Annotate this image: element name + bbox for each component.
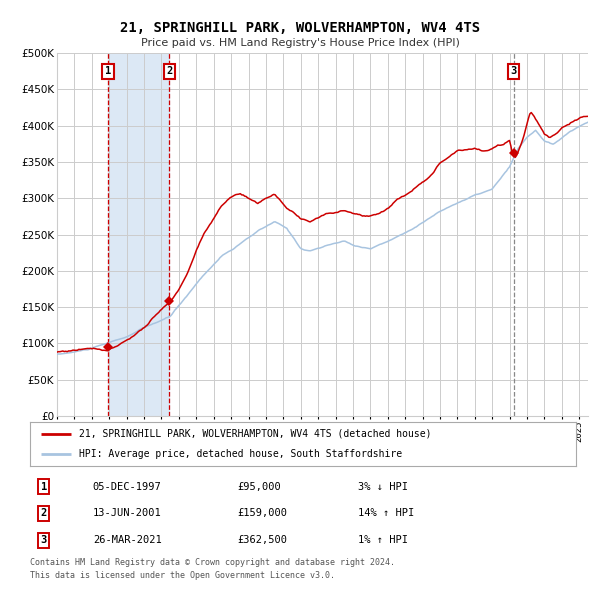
Text: £95,000: £95,000 [238, 481, 281, 491]
Bar [108, 53, 169, 416]
Text: 13-JUN-2001: 13-JUN-2001 [93, 509, 161, 519]
Text: 14% ↑ HPI: 14% ↑ HPI [358, 509, 414, 519]
Text: 21, SPRINGHILL PARK, WOLVERHAMPTON, WV4 4TS (detached house): 21, SPRINGHILL PARK, WOLVERHAMPTON, WV4 … [79, 429, 431, 439]
Text: 21, SPRINGHILL PARK, WOLVERHAMPTON, WV4 4TS: 21, SPRINGHILL PARK, WOLVERHAMPTON, WV4 … [120, 21, 480, 35]
Text: 3% ↓ HPI: 3% ↓ HPI [358, 481, 407, 491]
Text: £159,000: £159,000 [238, 509, 287, 519]
Text: 2: 2 [41, 509, 47, 519]
Text: 26-MAR-2021: 26-MAR-2021 [93, 535, 161, 545]
Text: 3: 3 [511, 66, 517, 76]
Text: 1: 1 [105, 66, 111, 76]
Text: Contains HM Land Registry data © Crown copyright and database right 2024.: Contains HM Land Registry data © Crown c… [30, 558, 395, 566]
Text: Price paid vs. HM Land Registry's House Price Index (HPI): Price paid vs. HM Land Registry's House … [140, 38, 460, 48]
Text: 1: 1 [41, 481, 47, 491]
Text: 2: 2 [166, 66, 172, 76]
Text: 1% ↑ HPI: 1% ↑ HPI [358, 535, 407, 545]
Text: HPI: Average price, detached house, South Staffordshire: HPI: Average price, detached house, Sout… [79, 449, 402, 459]
Text: £362,500: £362,500 [238, 535, 287, 545]
Text: This data is licensed under the Open Government Licence v3.0.: This data is licensed under the Open Gov… [30, 571, 335, 579]
Text: 3: 3 [41, 535, 47, 545]
Text: 05-DEC-1997: 05-DEC-1997 [93, 481, 161, 491]
